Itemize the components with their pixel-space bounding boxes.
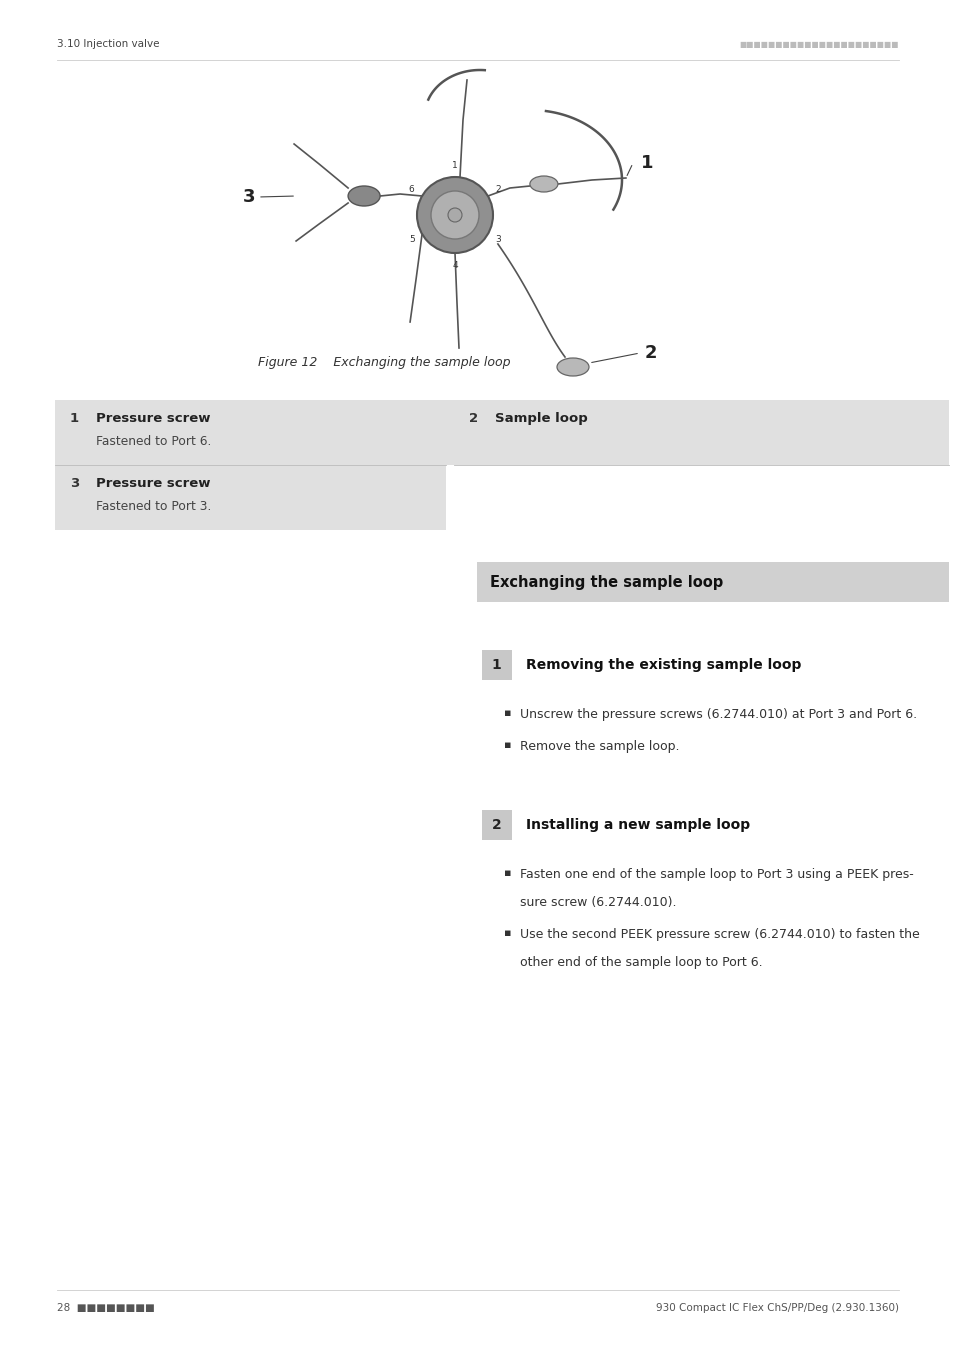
Ellipse shape <box>348 186 379 207</box>
Text: Use the second PEEK pressure screw (6.2744.010) to fasten the: Use the second PEEK pressure screw (6.27… <box>519 927 919 941</box>
Text: ▪: ▪ <box>503 740 511 751</box>
Text: 1: 1 <box>640 154 653 171</box>
Text: 3.10 Injection valve: 3.10 Injection valve <box>57 39 159 49</box>
Text: ■■■■■■■■■■■■■■■■■■■■■■: ■■■■■■■■■■■■■■■■■■■■■■ <box>739 39 898 49</box>
Text: Pressure screw: Pressure screw <box>96 412 211 425</box>
Text: 2: 2 <box>469 412 477 425</box>
Text: 3: 3 <box>243 188 255 207</box>
Text: 3: 3 <box>495 235 500 244</box>
Text: 1: 1 <box>70 412 79 425</box>
Circle shape <box>416 177 493 252</box>
FancyBboxPatch shape <box>55 464 446 531</box>
Text: ▪: ▪ <box>503 927 511 938</box>
Text: Removing the existing sample loop: Removing the existing sample loop <box>525 657 801 672</box>
Text: 2: 2 <box>492 818 501 832</box>
FancyBboxPatch shape <box>476 562 948 602</box>
Text: Fastened to Port 6.: Fastened to Port 6. <box>96 435 212 448</box>
Text: 1: 1 <box>452 161 457 170</box>
Text: Exchanging the sample loop: Exchanging the sample loop <box>489 575 722 590</box>
Text: 3: 3 <box>70 477 79 490</box>
Circle shape <box>431 190 478 239</box>
Text: 5: 5 <box>409 235 415 244</box>
Ellipse shape <box>557 358 588 377</box>
Text: Unscrew the pressure screws (6.2744.010) at Port 3 and Port 6.: Unscrew the pressure screws (6.2744.010)… <box>519 707 916 721</box>
FancyBboxPatch shape <box>55 400 948 464</box>
Text: ▪: ▪ <box>503 868 511 878</box>
Text: Remove the sample loop.: Remove the sample loop. <box>519 740 679 753</box>
Text: 28  ■■■■■■■■: 28 ■■■■■■■■ <box>57 1303 154 1314</box>
Text: ▪: ▪ <box>503 707 511 718</box>
Text: 4: 4 <box>452 261 457 270</box>
Text: Pressure screw: Pressure screw <box>96 477 211 490</box>
Text: 6: 6 <box>409 185 415 194</box>
Circle shape <box>448 208 461 221</box>
Ellipse shape <box>529 176 558 192</box>
Text: Sample loop: Sample loop <box>495 412 587 425</box>
Text: other end of the sample loop to Port 6.: other end of the sample loop to Port 6. <box>519 956 761 969</box>
Text: sure screw (6.2744.010).: sure screw (6.2744.010). <box>519 896 676 909</box>
Text: 2: 2 <box>495 185 500 194</box>
Text: 1: 1 <box>492 657 501 672</box>
Text: Fastened to Port 3.: Fastened to Port 3. <box>96 500 212 513</box>
Text: Fasten one end of the sample loop to Port 3 using a PEEK pres-: Fasten one end of the sample loop to Por… <box>519 868 913 882</box>
Text: Installing a new sample loop: Installing a new sample loop <box>525 818 749 832</box>
Text: Figure 12    Exchanging the sample loop: Figure 12 Exchanging the sample loop <box>257 355 510 369</box>
Text: 930 Compact IC Flex ChS/PP/Deg (2.930.1360): 930 Compact IC Flex ChS/PP/Deg (2.930.13… <box>656 1303 898 1314</box>
FancyBboxPatch shape <box>481 810 511 840</box>
Text: 2: 2 <box>644 344 657 362</box>
FancyBboxPatch shape <box>481 649 511 680</box>
